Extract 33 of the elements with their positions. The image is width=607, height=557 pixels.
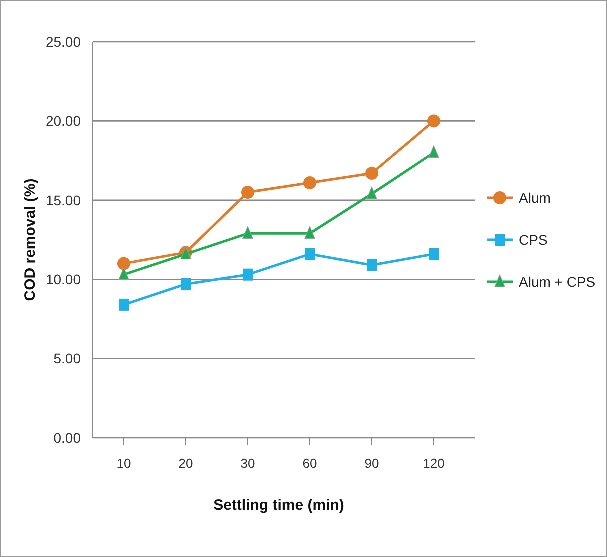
y-tick-label: 25.00 bbox=[46, 34, 82, 50]
x-tick-label: 30 bbox=[240, 456, 256, 471]
y-tick-label: 20.00 bbox=[46, 113, 82, 130]
legend-label: Alum + CPS bbox=[519, 274, 596, 290]
x-tick-label: 120 bbox=[423, 456, 445, 471]
x-tick-label: 60 bbox=[302, 456, 318, 471]
y-axis-title: COD removal (%) bbox=[22, 178, 39, 302]
point bbox=[304, 226, 316, 239]
point bbox=[428, 114, 440, 128]
y-tick-label: 0.00 bbox=[54, 430, 82, 446]
point bbox=[305, 248, 315, 260]
point bbox=[242, 186, 254, 199]
x-tick-label: 90 bbox=[364, 456, 380, 471]
point bbox=[304, 176, 316, 190]
point bbox=[118, 257, 130, 270]
legend-label: Alum bbox=[519, 190, 551, 206]
x-tick-label: 10 bbox=[116, 456, 132, 471]
point bbox=[366, 166, 378, 180]
x-axis-title: Settling time (min) bbox=[214, 497, 344, 514]
legend-label: CPS bbox=[519, 232, 548, 248]
y-tick-label: 15.00 bbox=[46, 192, 82, 208]
y-tick-label: 5.00 bbox=[54, 350, 82, 367]
point bbox=[367, 259, 377, 272]
x-tick-label: 20 bbox=[178, 456, 194, 471]
point bbox=[119, 298, 129, 311]
point bbox=[118, 268, 130, 280]
point bbox=[366, 186, 378, 200]
point bbox=[242, 226, 254, 239]
point bbox=[429, 248, 439, 260]
point bbox=[181, 278, 191, 290]
point bbox=[428, 146, 440, 158]
y-tick-label: 10.00 bbox=[46, 272, 82, 288]
point bbox=[243, 268, 253, 281]
